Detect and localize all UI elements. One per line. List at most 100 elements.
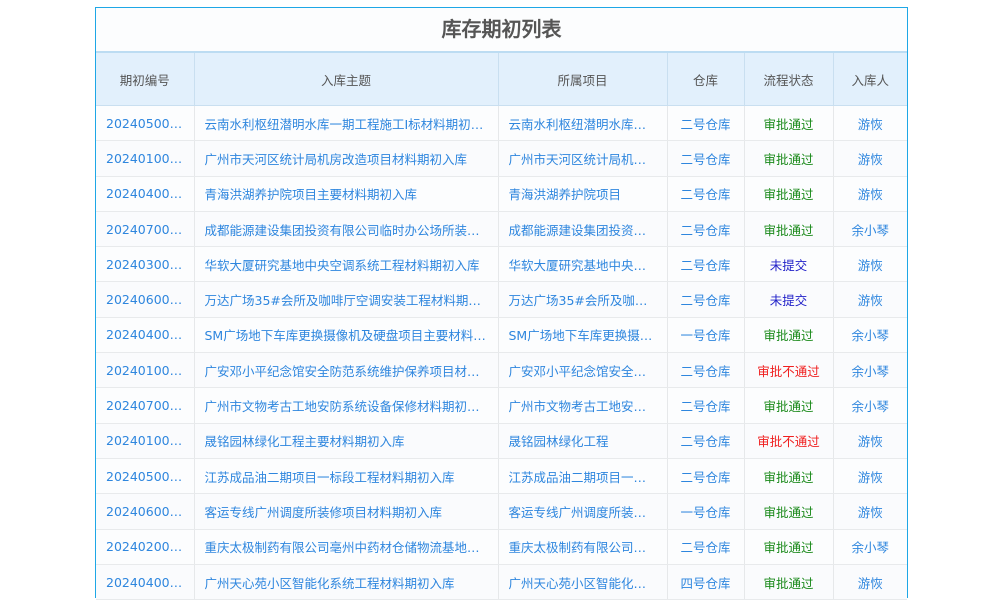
project-link[interactable]: SM广场地下车库更换摄… xyxy=(498,317,668,354)
person-cell: 余小琴 xyxy=(833,317,907,354)
opening-id-link[interactable]: 2024040005 xyxy=(96,176,195,212)
subject-link[interactable]: 云南水利枢纽潜明水库一期工程施工I标材料期初… xyxy=(194,105,499,142)
person-cell: 游恢 xyxy=(833,246,907,283)
warehouse-cell: 二号仓库 xyxy=(667,458,745,495)
column-header-status[interactable]: 流程状态 xyxy=(744,53,834,106)
column-header-warehouse[interactable]: 仓库 xyxy=(667,53,745,106)
project-link[interactable]: 万达广场35#会所及咖啡… xyxy=(498,281,668,318)
opening-id-link[interactable]: 2024060004 xyxy=(96,493,195,530)
status-cell: 审批通过 xyxy=(744,176,834,212)
warehouse-cell: 二号仓库 xyxy=(667,423,745,459)
project-link[interactable]: 华软大厦研究基地中央空… xyxy=(498,246,668,283)
project-link[interactable]: 江苏成品油二期项目一标… xyxy=(498,458,668,495)
opening-id-link[interactable]: 2024030003 xyxy=(96,246,195,283)
project-link[interactable]: 成都能源建设集团投资有… xyxy=(498,211,668,248)
subject-link[interactable]: 广州市文物考古工地安防系统设备保修材料期初… xyxy=(194,387,499,424)
opening-id-link[interactable]: 2024070004 xyxy=(96,211,195,248)
opening-id-link[interactable]: 2024010007 xyxy=(96,423,195,459)
subject-link[interactable]: 江苏成品油二期项目一标段工程材料期初入库 xyxy=(194,458,499,495)
person-cell: 游恢 xyxy=(833,281,907,318)
column-header-person[interactable]: 入库人 xyxy=(833,53,907,106)
table-row[interactable]: 2024050005 江苏成品油二期项目一标段工程材料期初入库 江苏成品油二期项目一… xyxy=(96,458,907,495)
status-cell: 审批不通过 xyxy=(744,423,834,459)
opening-id-link[interactable]: 2024010006 xyxy=(96,352,195,389)
subject-link[interactable]: SM广场地下车库更换摄像机及硬盘项目主要材料… xyxy=(194,317,499,354)
status-cell: 审批通过 xyxy=(744,211,834,248)
status-cell: 审批通过 xyxy=(744,387,834,424)
inventory-opening-panel: 库存期初列表 期初编号 入库主题 所属项目 仓库 流程状态 入库人 2024050004 云… xyxy=(95,7,908,600)
status-cell: 未提交 xyxy=(744,281,834,318)
person-cell: 游恢 xyxy=(833,140,907,177)
status-cell: 审批通过 xyxy=(744,458,834,495)
subject-link[interactable]: 晟铭园林绿化工程主要材料期初入库 xyxy=(194,423,499,459)
table-row[interactable]: 2024020004 重庆太极制药有限公司亳州中药材仓储物流基地… 重庆太极制药有限… xyxy=(96,529,907,565)
table-row[interactable]: 2024060003 万达广场35#会所及咖啡厅空调安装工程材料期初… 万达广场35… xyxy=(96,281,907,318)
status-cell: 审批通过 xyxy=(744,140,834,177)
subject-link[interactable]: 青海洪湖养护院项目主要材料期初入库 xyxy=(194,176,499,212)
warehouse-cell: 一号仓库 xyxy=(667,317,745,354)
table-row[interactable]: 2024010009 广州市天河区统计局机房改造项目材料期初入库 广州市天河区统计局… xyxy=(96,140,907,177)
table-header-row: 期初编号 入库主题 所属项目 仓库 流程状态 入库人 xyxy=(96,53,907,106)
warehouse-cell: 二号仓库 xyxy=(667,246,745,283)
subject-link[interactable]: 客运专线广州调度所装修项目材料期初入库 xyxy=(194,493,499,530)
subject-link[interactable]: 万达广场35#会所及咖啡厅空调安装工程材料期初… xyxy=(194,281,499,318)
status-cell: 审批通过 xyxy=(744,529,834,565)
subject-link[interactable]: 成都能源建设集团投资有限公司临时办公场所装… xyxy=(194,211,499,248)
page-title: 库存期初列表 xyxy=(96,8,907,53)
table-row[interactable]: 2024040001 广州天心苑小区智能化系统工程材料期初入库 广州天心苑小区智能化… xyxy=(96,564,907,600)
warehouse-cell: 二号仓库 xyxy=(667,211,745,248)
opening-id-link[interactable]: 2024050004 xyxy=(96,105,195,142)
person-cell: 余小琴 xyxy=(833,211,907,248)
warehouse-cell: 二号仓库 xyxy=(667,105,745,142)
column-header-project[interactable]: 所属项目 xyxy=(498,53,668,106)
project-link[interactable]: 云南水利枢纽潜明水库一… xyxy=(498,105,668,142)
table-row[interactable]: 2024040005 青海洪湖养护院项目主要材料期初入库 青海洪湖养护院项目 二号仓库… xyxy=(96,176,907,212)
project-link[interactable]: 广安邓小平纪念馆安全防… xyxy=(498,352,668,389)
project-link[interactable]: 客运专线广州调度所装修… xyxy=(498,493,668,530)
status-cell: 未提交 xyxy=(744,246,834,283)
status-cell: 审批通过 xyxy=(744,105,834,142)
column-header-subject[interactable]: 入库主题 xyxy=(194,53,499,106)
person-cell: 游恢 xyxy=(833,423,907,459)
subject-link[interactable]: 广州天心苑小区智能化系统工程材料期初入库 xyxy=(194,564,499,600)
project-link[interactable]: 广州市天河区统计局机房… xyxy=(498,140,668,177)
table-row[interactable]: 2024030003 华软大厦研究基地中央空调系统工程材料期初入库 华软大厦研究基地… xyxy=(96,246,907,283)
person-cell: 余小琴 xyxy=(833,387,907,424)
table-row[interactable]: 2024070003 广州市文物考古工地安防系统设备保修材料期初… 广州市文物考古工… xyxy=(96,387,907,424)
column-header-id[interactable]: 期初编号 xyxy=(96,53,195,106)
opening-id-link[interactable]: 2024050005 xyxy=(96,458,195,495)
status-cell: 审批通过 xyxy=(744,564,834,600)
warehouse-cell: 二号仓库 xyxy=(667,140,745,177)
table-row[interactable]: 2024070004 成都能源建设集团投资有限公司临时办公场所装… 成都能源建设集团… xyxy=(96,211,907,248)
table-row[interactable]: 2024010006 广安邓小平纪念馆安全防范系统维护保养项目材… 广安邓小平纪念馆… xyxy=(96,352,907,389)
project-link[interactable]: 广州市文物考古工地安防… xyxy=(498,387,668,424)
opening-id-link[interactable]: 2024060003 xyxy=(96,281,195,318)
table-row[interactable]: 2024050004 云南水利枢纽潜明水库一期工程施工I标材料期初… 云南水利枢纽潜… xyxy=(96,105,907,142)
opening-id-link[interactable]: 2024040001 xyxy=(96,564,195,600)
person-cell: 游恢 xyxy=(833,458,907,495)
warehouse-cell: 四号仓库 xyxy=(667,564,745,600)
warehouse-cell: 一号仓库 xyxy=(667,493,745,530)
person-cell: 余小琴 xyxy=(833,529,907,565)
opening-list-table: 期初编号 入库主题 所属项目 仓库 流程状态 入库人 2024050004 云南水利枢纽潜明… xyxy=(96,53,907,600)
person-cell: 游恢 xyxy=(833,176,907,212)
subject-link[interactable]: 华软大厦研究基地中央空调系统工程材料期初入库 xyxy=(194,246,499,283)
subject-link[interactable]: 广安邓小平纪念馆安全防范系统维护保养项目材… xyxy=(194,352,499,389)
project-link[interactable]: 广州天心苑小区智能化系… xyxy=(498,564,668,600)
table-row[interactable]: 2024060004 客运专线广州调度所装修项目材料期初入库 客运专线广州调度所装修… xyxy=(96,493,907,530)
table-row[interactable]: 2024010007 晟铭园林绿化工程主要材料期初入库 晟铭园林绿化工程 二号仓库 审批… xyxy=(96,423,907,459)
project-link[interactable]: 青海洪湖养护院项目 xyxy=(498,176,668,212)
opening-id-link[interactable]: 2024010009 xyxy=(96,140,195,177)
project-link[interactable]: 重庆太极制药有限公司亳… xyxy=(498,529,668,565)
person-cell: 游恢 xyxy=(833,564,907,600)
opening-id-link[interactable]: 2024070003 xyxy=(96,387,195,424)
table-row[interactable]: 2024040004 SM广场地下车库更换摄像机及硬盘项目主要材料… SM广场地下车… xyxy=(96,317,907,354)
opening-id-link[interactable]: 2024020004 xyxy=(96,529,195,565)
opening-id-link[interactable]: 2024040004 xyxy=(96,317,195,354)
subject-link[interactable]: 广州市天河区统计局机房改造项目材料期初入库 xyxy=(194,140,499,177)
project-link[interactable]: 晟铭园林绿化工程 xyxy=(498,423,668,459)
warehouse-cell: 二号仓库 xyxy=(667,352,745,389)
warehouse-cell: 二号仓库 xyxy=(667,387,745,424)
warehouse-cell: 二号仓库 xyxy=(667,281,745,318)
subject-link[interactable]: 重庆太极制药有限公司亳州中药材仓储物流基地… xyxy=(194,529,499,565)
